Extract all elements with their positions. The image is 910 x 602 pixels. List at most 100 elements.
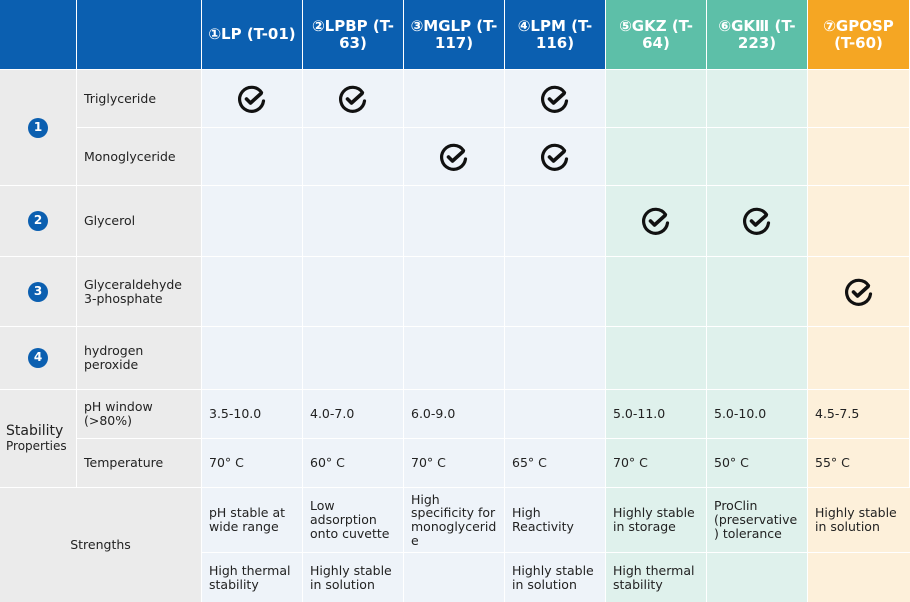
property-value: 5.0-10.0	[707, 390, 807, 438]
strength-text	[808, 553, 910, 602]
cell-text: ⑦GPOSP (T-60)	[823, 17, 894, 52]
cell-text: Highly stable in solution	[310, 562, 392, 592]
cell-text: Monoglyceride	[84, 148, 176, 164]
substrate-name: Glycerol	[77, 186, 201, 256]
check-cell	[606, 128, 706, 185]
check-cell	[505, 327, 605, 389]
cell-text: Low adsorption onto cuvette	[310, 498, 390, 541]
check-cell	[707, 128, 807, 185]
check-cell	[808, 257, 909, 326]
strength-text	[707, 553, 807, 602]
check-cell	[707, 327, 807, 389]
cell-text: 4.5-7.5	[815, 406, 860, 422]
check-cell	[404, 128, 504, 185]
strength-text: Low adsorption onto cuvette	[303, 488, 403, 552]
cell-text: Highly stable in storage	[613, 505, 695, 534]
check-cell	[606, 257, 706, 326]
cell-text: ⑤GKZ (T-64)	[619, 17, 693, 52]
cell-text: 50° C	[714, 455, 749, 471]
strength-text: Highly stable in storage	[606, 488, 706, 552]
stability-subtitle: Properties	[6, 438, 67, 453]
cell-text: High Reactivity	[512, 505, 574, 534]
column-header: ⑥GKⅢ (T-223)	[707, 0, 807, 69]
check-cell	[505, 70, 605, 127]
column-header: ③MGLP (T-117)	[404, 0, 504, 69]
check-cell	[404, 70, 504, 127]
check-cell	[303, 186, 403, 256]
check-icon	[642, 207, 670, 235]
header-blank	[77, 0, 201, 69]
cell-text: ⑥GKⅢ (T-223)	[718, 17, 796, 52]
property-value: 4.5-7.5	[808, 390, 909, 438]
check-cell	[404, 257, 504, 326]
property-value: 60° C	[303, 439, 403, 487]
cell-text: Highly stable in solution	[815, 505, 897, 534]
property-value: 4.0-7.0	[303, 390, 403, 438]
header-blank	[0, 0, 76, 69]
cell-text: High specificity for monoglyceride	[411, 491, 497, 548]
check-cell	[505, 257, 605, 326]
column-header: ①LP (T-01)	[202, 0, 302, 69]
group-number-cell: 2	[0, 186, 76, 256]
cell-text: ③MGLP (T-117)	[410, 17, 498, 52]
check-cell	[202, 128, 302, 185]
check-icon	[541, 143, 569, 171]
check-cell	[303, 128, 403, 185]
group-number: 3	[28, 281, 48, 302]
cell-text: Highly stable in solution	[512, 562, 594, 592]
substrate-name: Monoglyceride	[77, 128, 201, 185]
column-header: ②LPBP (T-63)	[303, 0, 403, 69]
strengths-label: Strengths	[0, 488, 201, 602]
check-cell	[303, 70, 403, 127]
group-number-cell: 3	[0, 257, 76, 326]
check-cell	[606, 186, 706, 256]
check-cell	[303, 257, 403, 326]
check-cell	[202, 327, 302, 389]
strength-text: Highly stable in solution	[303, 553, 403, 602]
substrate-name: Glyceraldehyde 3-phosphate	[77, 257, 201, 326]
group-number-cell: 1	[0, 70, 76, 185]
strength-text	[404, 553, 504, 602]
stability-label: Stability Properties	[0, 390, 76, 487]
property-value: 70° C	[606, 439, 706, 487]
cell-text: ②LPBP (T-63)	[311, 17, 394, 52]
check-cell	[202, 186, 302, 256]
strength-text: Highly stable in solution	[808, 488, 910, 552]
cell-text: 70° C	[411, 455, 446, 471]
column-header: ⑦GPOSP (T-60)	[808, 0, 909, 69]
strength-text: High specificity for monoglyceride	[404, 488, 504, 552]
property-value: 5.0-11.0	[606, 390, 706, 438]
property-name: Temperature	[77, 439, 201, 487]
check-icon	[844, 278, 872, 306]
property-value: 50° C	[707, 439, 807, 487]
check-icon	[238, 85, 266, 113]
cell-text: 5.0-11.0	[613, 406, 666, 422]
check-cell	[606, 327, 706, 389]
cell-text: 3.5-10.0	[209, 406, 262, 422]
cell-text: Triglyceride	[84, 90, 157, 106]
check-cell	[202, 257, 302, 326]
cell-text: 5.0-10.0	[714, 406, 767, 422]
check-cell	[202, 70, 302, 127]
check-cell	[808, 327, 909, 389]
cell-text: 6.0-9.0	[411, 406, 456, 422]
cell-text: hydrogen peroxide	[84, 343, 144, 372]
check-cell	[707, 70, 807, 127]
check-cell	[808, 128, 909, 185]
cell-text: High thermal stability	[613, 562, 695, 592]
property-value: 55° C	[808, 439, 909, 487]
check-cell	[303, 327, 403, 389]
check-cell	[606, 70, 706, 127]
stability-title: Stability	[6, 423, 64, 440]
check-icon	[440, 143, 468, 171]
substrate-name: Triglyceride	[77, 70, 201, 127]
cell-text: 55° C	[815, 455, 850, 471]
group-number: 1	[28, 117, 48, 138]
cell-text: Temperature	[84, 455, 164, 471]
cell-text: 70° C	[209, 455, 244, 471]
column-header: ⑤GKZ (T-64)	[606, 0, 706, 69]
property-name: pH window (>80%)	[77, 390, 201, 438]
cell-text: High thermal stability	[209, 562, 291, 592]
cell-text: ④LPM (T-116)	[517, 17, 593, 52]
